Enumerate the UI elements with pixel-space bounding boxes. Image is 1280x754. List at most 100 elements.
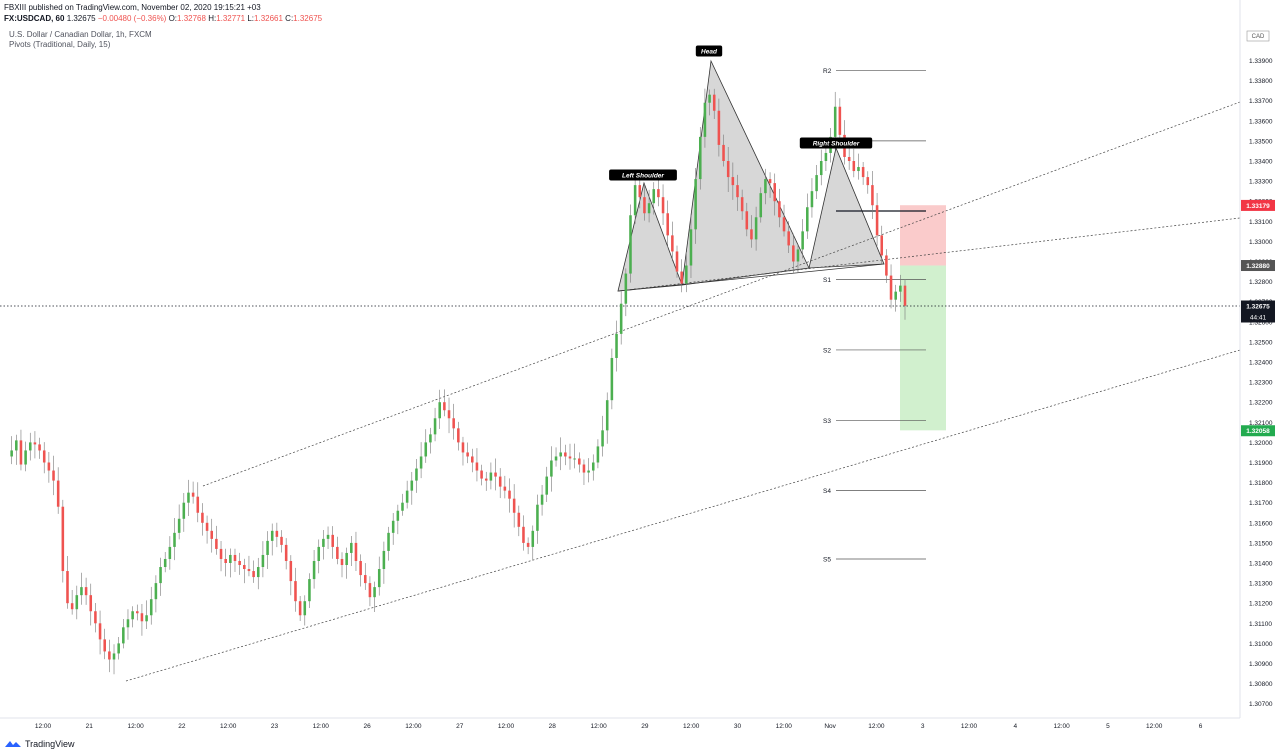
candle[interactable] bbox=[694, 179, 697, 230]
candle[interactable] bbox=[363, 575, 367, 584]
candle[interactable] bbox=[508, 490, 511, 499]
neckline-extension[interactable] bbox=[617, 217, 1241, 292]
candle[interactable] bbox=[275, 530, 279, 537]
candle[interactable] bbox=[838, 106, 842, 135]
candle[interactable] bbox=[647, 203, 651, 214]
candle[interactable] bbox=[66, 571, 69, 604]
candle[interactable] bbox=[377, 569, 381, 588]
candle[interactable] bbox=[322, 538, 325, 547]
candle[interactable] bbox=[196, 496, 200, 513]
candle[interactable] bbox=[787, 231, 790, 246]
candle[interactable] bbox=[396, 510, 400, 521]
candle[interactable] bbox=[149, 599, 153, 616]
candle[interactable] bbox=[852, 161, 856, 172]
candle[interactable] bbox=[894, 291, 897, 300]
candle[interactable] bbox=[554, 456, 558, 461]
candle[interactable] bbox=[643, 197, 646, 214]
candle[interactable] bbox=[671, 235, 674, 252]
candle[interactable] bbox=[168, 546, 172, 559]
candle[interactable] bbox=[717, 110, 721, 145]
candle[interactable] bbox=[624, 273, 628, 304]
candle[interactable] bbox=[754, 217, 758, 240]
candle[interactable] bbox=[768, 179, 772, 184]
candle[interactable] bbox=[108, 651, 111, 660]
candle[interactable] bbox=[28, 442, 32, 451]
candle[interactable] bbox=[712, 94, 716, 111]
candle[interactable] bbox=[629, 215, 632, 274]
candle[interactable] bbox=[70, 603, 74, 610]
candle[interactable] bbox=[419, 456, 423, 469]
candle[interactable] bbox=[824, 152, 828, 161]
candle[interactable] bbox=[680, 271, 683, 284]
candle[interactable] bbox=[550, 460, 553, 477]
candle[interactable] bbox=[517, 512, 521, 527]
head-label-box[interactable] bbox=[695, 45, 723, 57]
candle[interactable] bbox=[596, 446, 600, 463]
right-shoulder-shape[interactable] bbox=[808, 146, 885, 269]
candle[interactable] bbox=[298, 601, 302, 616]
candle[interactable] bbox=[187, 492, 190, 503]
candle[interactable] bbox=[219, 548, 223, 559]
stop-loss-zone[interactable] bbox=[900, 205, 946, 266]
candle[interactable] bbox=[266, 540, 269, 555]
candle[interactable] bbox=[657, 189, 660, 198]
candle[interactable] bbox=[531, 530, 535, 547]
candle[interactable] bbox=[815, 175, 818, 192]
candle[interactable] bbox=[522, 526, 525, 543]
candle[interactable] bbox=[810, 191, 814, 208]
price-tag-entry[interactable] bbox=[1241, 260, 1275, 272]
candle[interactable] bbox=[475, 462, 479, 471]
candle[interactable] bbox=[536, 504, 539, 531]
indicator-title[interactable]: Pivots (Traditional, Daily, 15) bbox=[9, 40, 111, 49]
head-shape[interactable] bbox=[681, 59, 810, 286]
candle[interactable] bbox=[10, 450, 13, 457]
candle[interactable] bbox=[294, 581, 297, 602]
candle[interactable] bbox=[182, 502, 186, 519]
candle[interactable] bbox=[140, 613, 144, 622]
candle[interactable] bbox=[796, 249, 800, 262]
candle[interactable] bbox=[405, 490, 409, 503]
candle[interactable] bbox=[270, 530, 274, 541]
candle[interactable] bbox=[587, 470, 590, 473]
candle[interactable] bbox=[778, 201, 781, 218]
tradingview-logo-icon[interactable] bbox=[4, 738, 22, 750]
candle[interactable] bbox=[243, 565, 246, 570]
left-shoulder-label-box[interactable] bbox=[609, 169, 677, 181]
lower-channel-line[interactable] bbox=[125, 349, 1241, 682]
candle[interactable] bbox=[15, 440, 18, 451]
price-tag-last[interactable] bbox=[1241, 300, 1275, 312]
candle[interactable] bbox=[336, 546, 339, 559]
candle[interactable] bbox=[391, 520, 395, 533]
candle[interactable] bbox=[131, 611, 134, 620]
candle[interactable] bbox=[782, 217, 786, 232]
currency-box[interactable] bbox=[1246, 30, 1270, 42]
candle[interactable] bbox=[773, 183, 776, 202]
neckline[interactable] bbox=[617, 263, 885, 292]
candle[interactable] bbox=[591, 462, 595, 471]
candle[interactable] bbox=[401, 502, 404, 511]
candle[interactable] bbox=[801, 231, 804, 250]
candle[interactable] bbox=[19, 440, 23, 465]
candle[interactable] bbox=[578, 458, 581, 465]
candle[interactable] bbox=[447, 410, 451, 419]
candle[interactable] bbox=[38, 444, 41, 451]
candle[interactable] bbox=[191, 492, 195, 497]
candle[interactable] bbox=[47, 462, 51, 471]
candle[interactable] bbox=[638, 185, 642, 198]
candle[interactable] bbox=[433, 418, 437, 435]
candle[interactable] bbox=[689, 229, 693, 266]
candle[interactable] bbox=[698, 136, 702, 180]
candle[interactable] bbox=[247, 569, 251, 572]
candle[interactable] bbox=[880, 235, 884, 256]
candle[interactable] bbox=[210, 530, 214, 539]
candle[interactable] bbox=[52, 470, 55, 481]
candle[interactable] bbox=[512, 498, 516, 513]
candle[interactable] bbox=[615, 333, 618, 358]
candle[interactable] bbox=[61, 506, 65, 572]
upper-channel-line[interactable] bbox=[202, 101, 1241, 487]
candle[interactable] bbox=[373, 587, 376, 598]
candle[interactable] bbox=[145, 615, 148, 622]
candle[interactable] bbox=[224, 558, 227, 563]
candle[interactable] bbox=[387, 532, 390, 551]
